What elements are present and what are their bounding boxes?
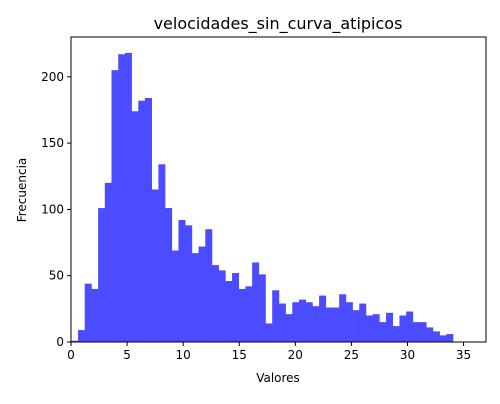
histogram-bar xyxy=(104,182,112,342)
histogram-bar xyxy=(272,290,280,342)
histogram-bar xyxy=(332,307,340,342)
histogram-bar xyxy=(232,273,240,342)
histogram-bar xyxy=(365,315,373,342)
histogram-bar xyxy=(185,225,193,342)
histogram-bar xyxy=(426,327,434,342)
x-axis-label: Valores xyxy=(256,371,300,385)
histogram-bar xyxy=(278,303,286,342)
chart-title: velocidades_sin_curva_atipicos xyxy=(154,14,403,34)
x-tick-label: 20 xyxy=(288,348,303,362)
x-tick-label: 15 xyxy=(232,348,247,362)
histogram-bar xyxy=(432,331,440,342)
histogram-bar xyxy=(292,302,300,342)
plot-frame xyxy=(70,36,487,343)
histogram-bar xyxy=(252,262,260,342)
y-tick-label: 200 xyxy=(41,70,64,84)
histogram-bar xyxy=(299,299,306,342)
histogram-bar xyxy=(144,98,152,342)
y-tick-label: 0 xyxy=(56,335,64,349)
y-tick-label: 50 xyxy=(49,269,64,283)
histogram-bar xyxy=(359,303,367,342)
histogram-bar xyxy=(191,253,199,342)
histogram-bar xyxy=(439,335,447,342)
histogram-bar xyxy=(265,323,273,342)
histogram-bar xyxy=(151,189,159,342)
histogram-bar xyxy=(138,100,146,343)
histogram-bar xyxy=(258,274,266,342)
y-tick-label: 150 xyxy=(41,136,64,150)
histogram-bar xyxy=(446,334,454,342)
x-tick-label: 10 xyxy=(176,348,191,362)
y-tick-label: 100 xyxy=(41,202,64,216)
histogram-bar xyxy=(84,283,92,342)
histogram-bar xyxy=(165,208,173,342)
x-tick-label: 0 xyxy=(67,348,75,362)
histogram-bar xyxy=(339,294,347,342)
histogram-bar xyxy=(178,220,186,342)
x-tick-label: 5 xyxy=(123,348,131,362)
histogram-bar xyxy=(198,246,206,342)
histogram-bar xyxy=(78,330,86,342)
histogram-bar xyxy=(305,302,313,342)
histogram-bar xyxy=(91,288,99,342)
axes-group: 0 5 10 15 20 25 30 35 0 50 100 150 200 xyxy=(41,36,487,362)
histogram-bar xyxy=(124,52,132,342)
histogram-bar xyxy=(352,310,360,342)
histogram-bar xyxy=(319,295,327,342)
histogram-bar xyxy=(412,322,420,342)
histogram-bar xyxy=(325,307,333,342)
histogram-bar xyxy=(245,286,253,342)
histogram-bar xyxy=(171,250,179,342)
histogram-bar xyxy=(345,302,353,342)
histogram-bar xyxy=(392,326,400,342)
histogram-bar xyxy=(285,314,293,342)
histogram-bar xyxy=(211,265,219,342)
histogram-bar xyxy=(111,70,119,343)
histogram-bar xyxy=(158,164,166,342)
histogram-bar xyxy=(238,288,246,342)
histogram-bar xyxy=(386,312,394,342)
x-tick-label: 25 xyxy=(344,348,359,362)
histogram-bar xyxy=(312,306,320,342)
histogram-bar xyxy=(372,314,380,342)
histogram-bar xyxy=(406,311,414,342)
histogram-bar xyxy=(218,270,226,342)
histogram-bar xyxy=(98,208,106,342)
histogram-bar xyxy=(205,229,213,342)
histogram-bar xyxy=(419,322,427,342)
histogram-bar xyxy=(71,340,79,342)
histogram-bar xyxy=(225,281,233,342)
histogram-bar xyxy=(399,315,407,342)
x-tick-label: 35 xyxy=(456,348,471,362)
bars-group xyxy=(71,52,454,343)
histogram-bar xyxy=(118,54,126,343)
y-axis-label: Frecuencia xyxy=(15,158,29,223)
histogram-bar xyxy=(131,111,139,342)
x-tick-label: 30 xyxy=(400,348,415,362)
histogram-bar xyxy=(379,322,387,342)
